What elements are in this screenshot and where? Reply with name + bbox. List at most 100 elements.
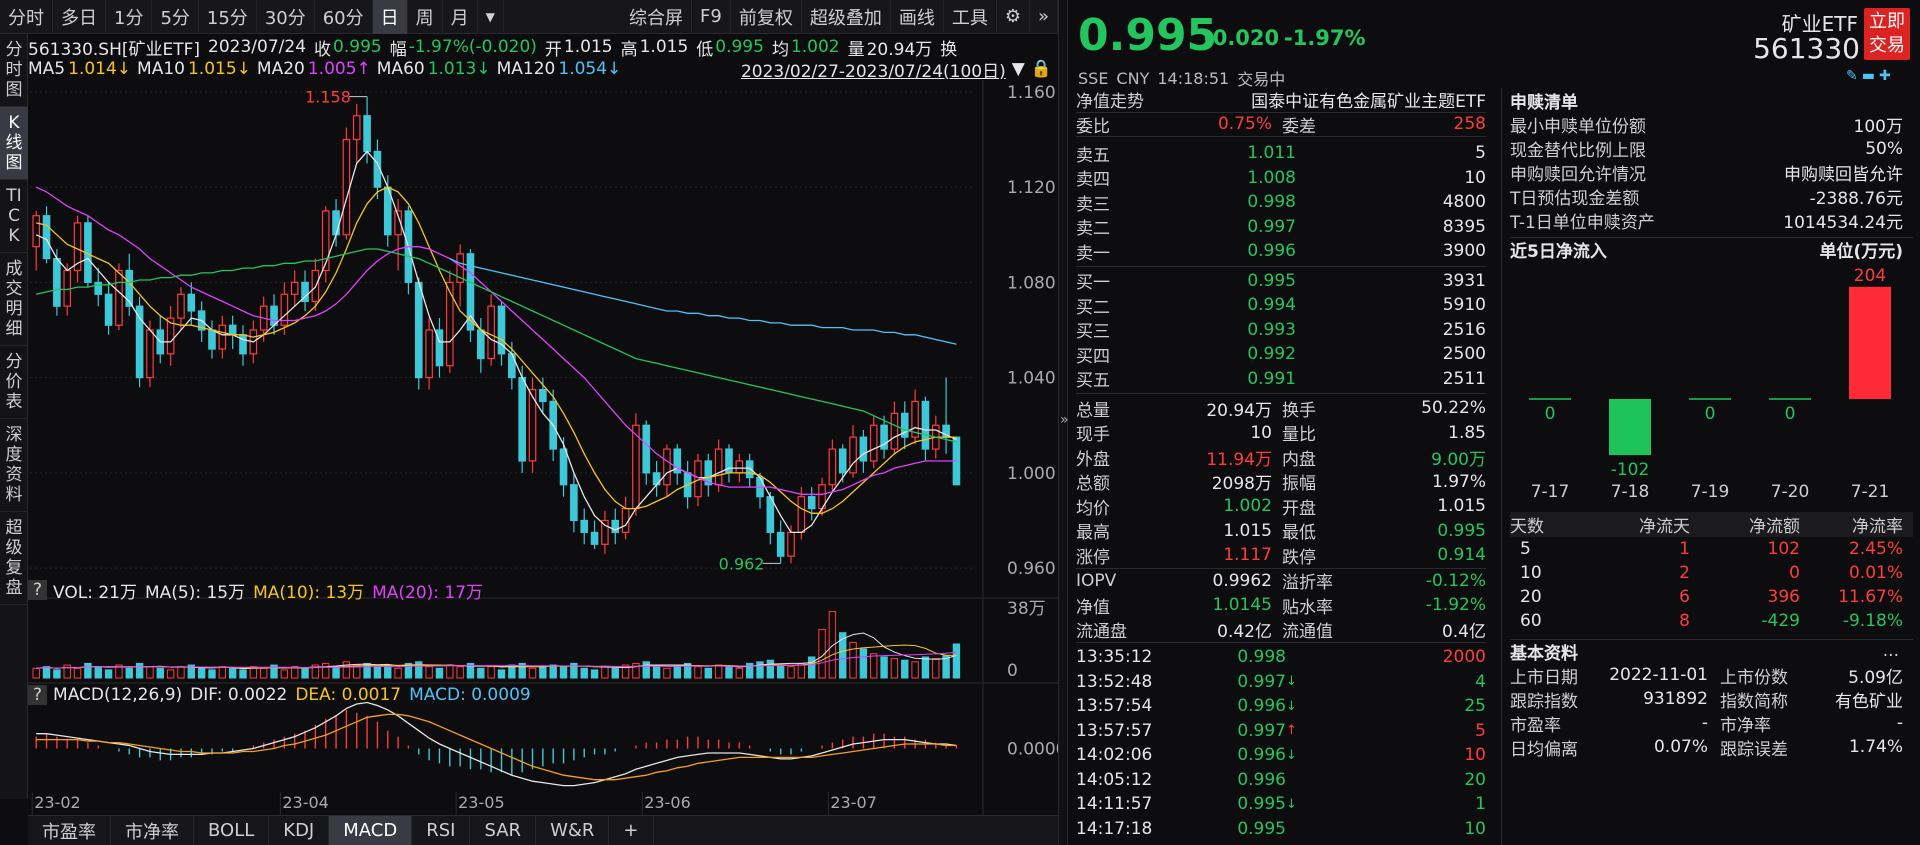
flow-col-amount: 净流额: [1749, 516, 1800, 537]
collapse-right-icon[interactable]: »: [1030, 0, 1058, 34]
book-level[interactable]: 卖四 1.008 10: [1076, 166, 1486, 191]
ma10-label: MA10: [137, 59, 185, 79]
indicator-tab[interactable]: KDJ: [269, 815, 330, 845]
candle-body: [869, 424, 878, 462]
period-toolbar: 分时 多日 1分 5分 15分 30分 60分日周月 ▼ 综合屏 F9 前复权 超级叠加 画线 工具 …: [0, 0, 1058, 34]
ma120-label: MA120: [496, 59, 556, 79]
lock-icon[interactable]: 🔒: [1030, 59, 1052, 79]
period-tab[interactable]: 月: [443, 0, 478, 34]
toolbar-button[interactable]: 前复权: [731, 0, 802, 34]
toolbar-button[interactable]: 工具: [944, 0, 997, 34]
tick-list[interactable]: 13:35:12 0.998 2000 13:52:48 0.997 ↓ 4 13:57:54…: [1076, 643, 1486, 841]
book-level[interactable]: 买一 0.995 3931: [1076, 269, 1486, 294]
vol-help-icon[interactable]: ?: [28, 580, 48, 600]
vol-label: 量: [847, 39, 865, 60]
book-level[interactable]: 卖一 0.996 3900: [1076, 239, 1486, 264]
flow-bar-label: 0: [1785, 404, 1796, 424]
stat-label: 贴水率: [1282, 597, 1333, 618]
plus-icon[interactable]: ✚: [1878, 68, 1891, 84]
flow-netdays: 6: [1679, 586, 1690, 607]
indicator-tab[interactable]: +: [609, 815, 654, 845]
ma5-line: [35, 150, 957, 534]
book-level[interactable]: 买四 0.992 2500: [1076, 342, 1486, 367]
book-level[interactable]: 卖五 1.011 5: [1076, 141, 1486, 166]
volume-bar: [125, 667, 133, 679]
level-price: 0.991: [1247, 368, 1296, 389]
left-tab[interactable]: 超级复盘: [0, 512, 28, 605]
left-tab[interactable]: 分价表: [0, 346, 28, 419]
indicator-tab[interactable]: W&R: [536, 815, 610, 845]
period-tab[interactable]: 分时: [0, 0, 53, 34]
toolbar-button[interactable]: 综合屏: [621, 0, 693, 34]
basic-row: 上市日期 2022-11-01 上市份数 5.09亿: [1510, 663, 1913, 688]
flow-day-label: 7-21: [1851, 482, 1890, 502]
indicator-tab[interactable]: RSI: [412, 815, 471, 845]
left-tab[interactable]: 分时图: [0, 34, 28, 107]
open-value: 1.015: [563, 37, 613, 57]
left-tab[interactable]: 成交明细: [0, 253, 28, 346]
macd-help-icon[interactable]: ?: [28, 685, 48, 705]
period-tab[interactable]: 60分: [315, 0, 373, 34]
candle-body: [135, 305, 144, 379]
candle-body: [425, 329, 433, 379]
expand-arrow-icon[interactable]: »: [1060, 412, 1069, 428]
panel-splitter[interactable]: »: [1058, 0, 1069, 845]
toolbar-button[interactable]: F9: [692, 0, 731, 34]
candle-body: [445, 281, 454, 367]
indicator-tab[interactable]: BOLL: [194, 815, 270, 845]
basic-key: 指数简称: [1720, 691, 1788, 712]
x-tick-label: 23-06: [644, 793, 691, 812]
level-label: 卖三: [1076, 194, 1110, 215]
range-dropdown-icon[interactable]: ▼: [1011, 59, 1025, 79]
date-range-selector[interactable]: 2023/02/27-2023/07/24(100日): [740, 61, 1006, 82]
tick-volume: 25: [1464, 696, 1486, 717]
period-tab[interactable]: 日: [372, 0, 408, 34]
left-tab[interactable]: TICK: [0, 180, 28, 253]
indicator-tab[interactable]: 市净率: [111, 815, 194, 845]
market-status-bar: SSE CNY 14:18:51 交易中: [1078, 66, 1285, 90]
book-level[interactable]: 买五 0.991 2511: [1076, 367, 1486, 392]
stat-value: 0.4亿: [1441, 622, 1486, 643]
nav-trend-label[interactable]: 净值走势: [1076, 92, 1144, 113]
settings-gear-icon[interactable]: ⚙: [997, 0, 1030, 34]
kline-chart[interactable]: 1.160 1.120 1.080 1.040 1.000 0.960 1.158 0.962…: [28, 80, 1058, 815]
period-tab[interactable]: 15分: [199, 0, 257, 34]
left-tab[interactable]: 深度资料: [0, 419, 28, 512]
left-tab[interactable]: K线图: [0, 107, 28, 180]
candle-body: [859, 436, 868, 462]
volume-bar: [528, 667, 537, 679]
indicator-tab[interactable]: 市盈率: [28, 815, 111, 845]
dropdown-icon[interactable]: ▼: [478, 0, 504, 34]
price-change-pct: -1.97%: [1284, 26, 1366, 50]
indicator-tab[interactable]: SAR: [470, 815, 537, 845]
toolbar-button[interactable]: 画线: [891, 0, 944, 34]
trade-now-button[interactable]: 立即交易: [1864, 8, 1910, 60]
period-tab[interactable]: 5分: [152, 0, 199, 34]
basic-header: 基本资料 ...: [1510, 638, 1913, 664]
period-tab[interactable]: 30分: [257, 0, 315, 34]
period-tab[interactable]: 多日: [53, 0, 106, 34]
ma60-label: MA60: [376, 59, 425, 79]
minus-icon[interactable]: ▬: [1861, 68, 1875, 84]
volume-bar: [807, 656, 816, 679]
flow-rate: 0.01%: [1848, 562, 1903, 583]
ma-legend-bar: MA5 1.014↓ MA10 1.015↓ MA20 1.005↑ MA60 1.01…: [28, 57, 1058, 82]
book-level[interactable]: 买三 0.993 2516: [1076, 318, 1486, 343]
volume-bar: [497, 669, 506, 679]
left-tab-label: 超级复盘: [5, 518, 23, 598]
period-tab[interactable]: 1分: [106, 0, 153, 34]
volume-bar: [301, 667, 309, 679]
tick-row: 13:57:57 0.997 ↑ 5: [1076, 719, 1486, 744]
book-level[interactable]: 卖二 0.997 8395: [1076, 215, 1486, 240]
book-level[interactable]: 卖三 0.998 4800: [1076, 190, 1486, 215]
edit-icon[interactable]: ✎: [1846, 68, 1858, 84]
book-level[interactable]: 买二 0.994 5910: [1076, 293, 1486, 318]
basic-more-button[interactable]: ...: [1882, 641, 1899, 662]
high-marker-label: 1.158: [305, 88, 351, 107]
indicator-tab[interactable]: MACD: [329, 815, 413, 845]
kline-info-bar: 561330.SH[矿业ETF] 2023/07/24 收 0.995 幅 -1.9…: [28, 34, 1058, 60]
flow-netdays: 8: [1679, 610, 1690, 631]
nav-row[interactable]: 净值走势 国泰中证有色金属矿业主题ETF: [1076, 88, 1486, 113]
period-tab[interactable]: 周: [408, 0, 443, 34]
toolbar-button[interactable]: 超级叠加: [802, 0, 891, 34]
